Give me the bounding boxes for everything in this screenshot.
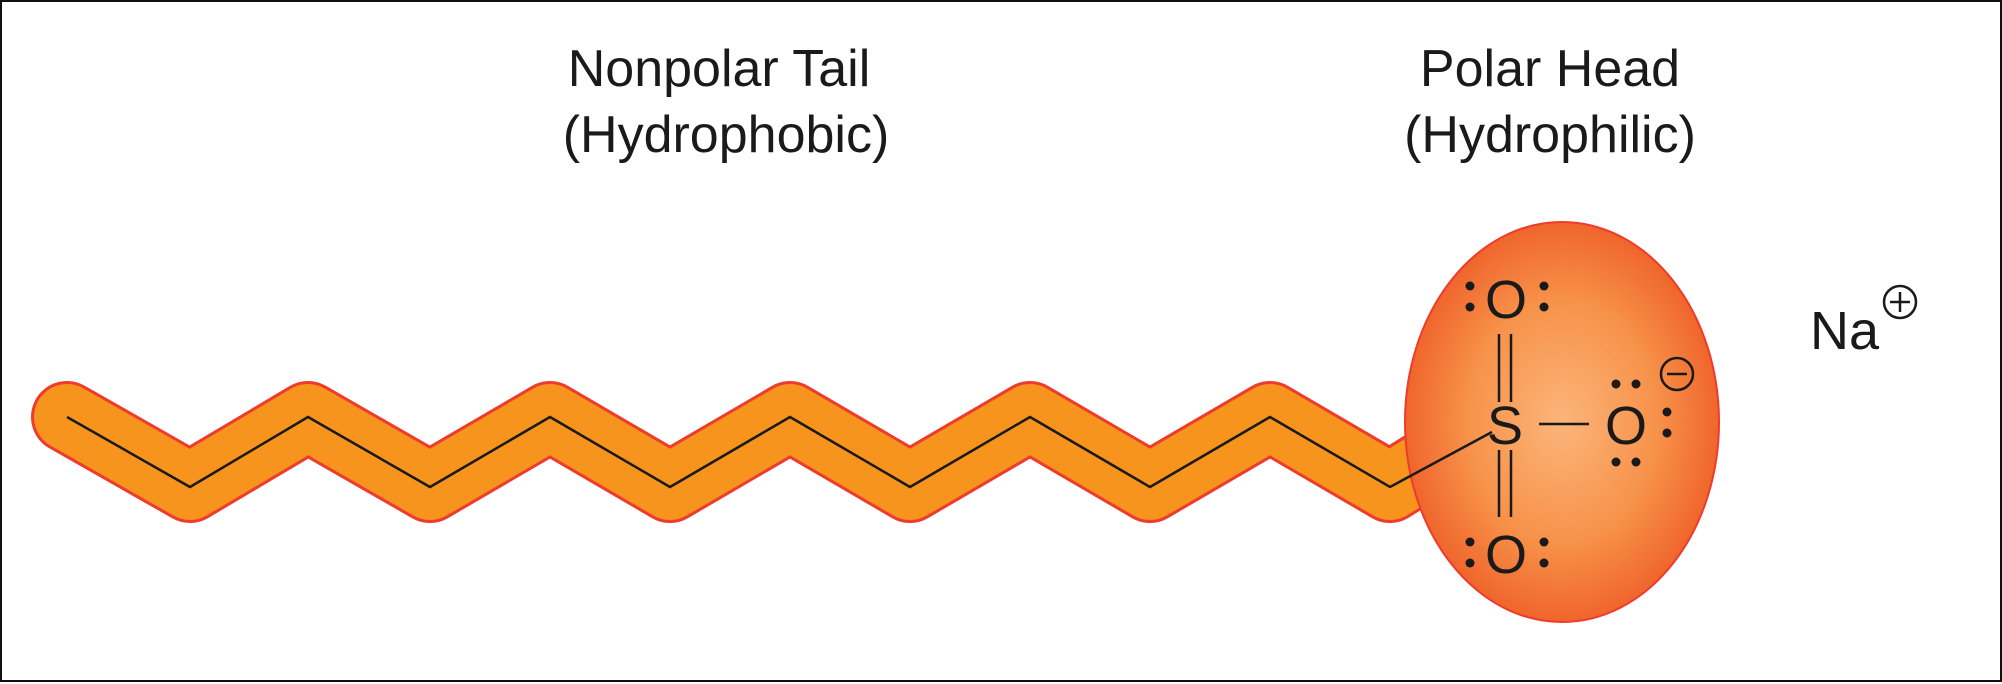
nonpolar-tail <box>31 381 1474 523</box>
sodium-ion: Na <box>1810 301 1880 361</box>
negative-charge-symbol <box>1659 356 1695 392</box>
positive-charge-symbol <box>1882 284 1918 320</box>
lone-pair-dots <box>1465 281 1672 568</box>
head-subtitle: (Hydrophilic) <box>1404 106 1696 164</box>
tail-subtitle: (Hydrophobic) <box>563 106 890 164</box>
oxygen-top-atom: O <box>1485 270 1527 330</box>
tail-title: Nonpolar Tail <box>568 40 871 98</box>
oxygen-right-atom: O <box>1605 396 1647 456</box>
sulfur-atom: S <box>1487 396 1523 456</box>
carbon-chain <box>66 415 1493 489</box>
polar-head <box>1404 221 1720 623</box>
head-title: Polar Head <box>1420 40 1680 98</box>
sulfonate-bonds <box>1497 334 1589 517</box>
oxygen-bottom-atom: O <box>1485 525 1527 585</box>
